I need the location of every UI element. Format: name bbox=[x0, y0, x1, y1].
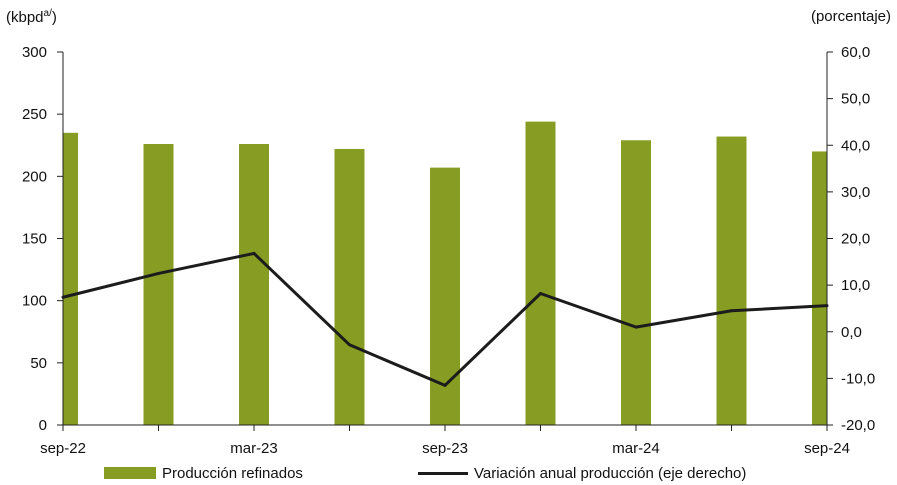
left-tick-label-100: 100 bbox=[22, 293, 47, 310]
bar-dic-22 bbox=[143, 144, 174, 426]
right-tick-label--10,0: -10,0 bbox=[841, 370, 875, 387]
left-tick-label-300: 300 bbox=[22, 44, 47, 61]
line-point-sep-24 bbox=[825, 304, 829, 308]
x-tick-label-sep-22: sep-22 bbox=[40, 440, 86, 457]
right-axis-unit: (porcentaje) bbox=[810, 8, 891, 25]
bar-mar-24 bbox=[621, 140, 651, 425]
left-tick-label-0: 0 bbox=[39, 417, 47, 434]
right-tick-label-60,0: 60,0 bbox=[841, 44, 870, 61]
line-point-jun-24 bbox=[730, 309, 733, 313]
line-point-jun-23 bbox=[348, 343, 351, 347]
x-tick-label-sep-24: sep-24 bbox=[804, 440, 850, 457]
right-tick-label-10,0: 10,0 bbox=[841, 277, 870, 294]
legend-line-swatch bbox=[418, 471, 468, 475]
bar-dic-23 bbox=[525, 121, 556, 426]
x-tick-label-mar-24: mar-24 bbox=[612, 440, 660, 457]
left-tick-label-150: 150 bbox=[22, 231, 47, 248]
left-axis-unit: (kbpda/) bbox=[6, 8, 57, 26]
line-point-dic-22 bbox=[157, 271, 160, 275]
legend-item-variation: Variación anual producción (eje derecho) bbox=[418, 462, 746, 484]
legend-label-production: Producción refinados bbox=[162, 464, 303, 482]
x-tick-label-mar-23: mar-23 bbox=[230, 440, 278, 457]
left-tick-label-50: 50 bbox=[30, 355, 47, 372]
bar-jun-23 bbox=[334, 148, 365, 426]
right-tick-label-30,0: 30,0 bbox=[841, 184, 870, 201]
line-point-mar-24 bbox=[634, 325, 638, 329]
right-tick-label-50,0: 50,0 bbox=[841, 91, 870, 108]
bar-mar-23 bbox=[239, 144, 269, 426]
bar-sep-24 bbox=[812, 151, 827, 425]
right-tick-label-20,0: 20,0 bbox=[841, 231, 870, 248]
legend-label-variation: Variación anual producción (eje derecho) bbox=[474, 464, 747, 482]
right-tick-label--20,0: -20,0 bbox=[841, 417, 875, 434]
line-point-sep-22 bbox=[61, 295, 65, 299]
bar-jun-24 bbox=[716, 136, 747, 425]
line-point-mar-23 bbox=[252, 251, 256, 255]
left-tick-label-250: 250 bbox=[22, 106, 47, 123]
bar-sep-22 bbox=[63, 132, 78, 426]
legend-item-production: Producción refinados bbox=[104, 462, 303, 484]
line-point-sep-23 bbox=[443, 383, 447, 387]
left-tick-label-200: 200 bbox=[22, 168, 47, 185]
right-tick-label-0,0: 0,0 bbox=[841, 324, 862, 341]
legend-bar-swatch bbox=[104, 467, 156, 479]
right-tick-label-40,0: 40,0 bbox=[841, 137, 870, 154]
x-tick-label-sep-23: sep-23 bbox=[422, 440, 468, 457]
line-point-dic-23 bbox=[539, 292, 542, 296]
